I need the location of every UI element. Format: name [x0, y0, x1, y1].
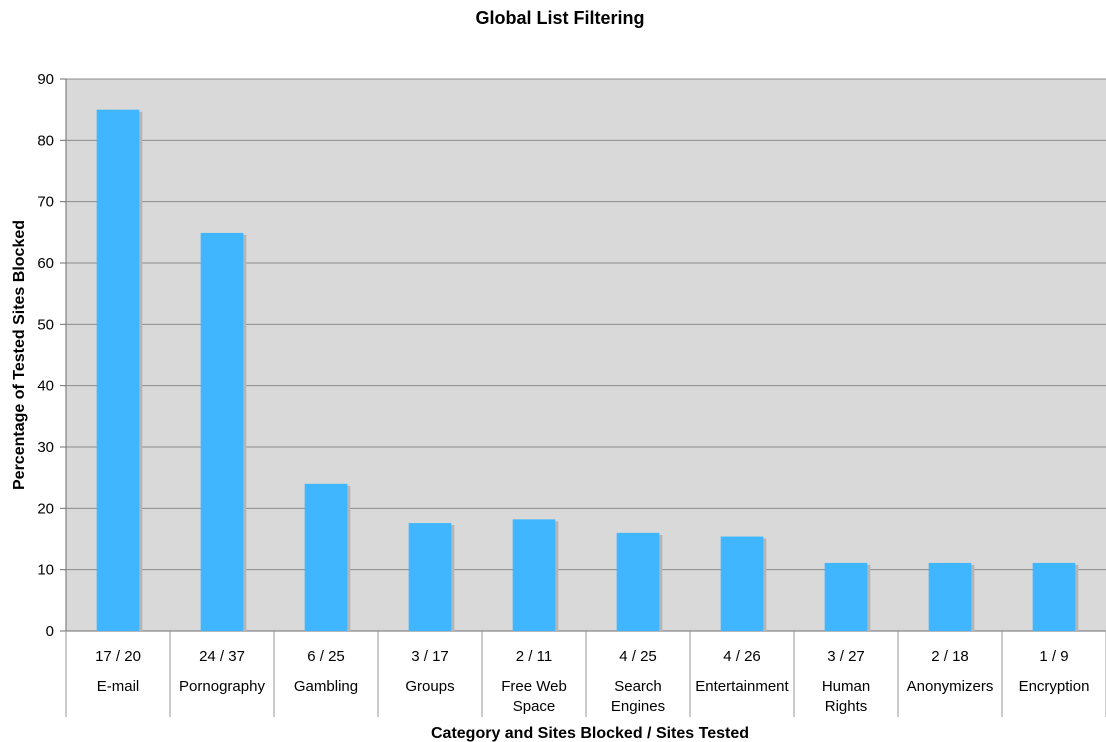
x-axis-labels: 17 / 20 E-mail 24 / 37 Pornography 6 / 25 Gam…: [65, 631, 1106, 717]
category-name-label: Groups: [405, 678, 454, 695]
bar: [304, 483, 348, 631]
category-name-label: Space: [513, 698, 556, 715]
category-ratio-label: 17 / 20: [95, 648, 141, 665]
category-name-label: Engines: [611, 698, 665, 715]
category-ratio-label: 2 / 18: [931, 648, 969, 665]
y-tick-label: 90: [37, 71, 54, 88]
chart-title: Global List Filtering: [475, 8, 644, 28]
y-tick-label: 70: [37, 194, 54, 211]
y-tick-label: 50: [37, 316, 54, 333]
category-name-label: Gambling: [294, 678, 358, 695]
y-axis-title: Percentage of Tested Sites Blocked: [11, 220, 28, 490]
y-tick-label: 80: [37, 132, 54, 149]
category-ratio-label: 3 / 17: [411, 648, 449, 665]
y-axis-ticks: 0 10 20 30 40 50 60 70 80 90: [37, 71, 66, 640]
category-name-label: Encryption: [1019, 678, 1090, 695]
category-name-label: Free Web: [501, 678, 567, 695]
category-ratio-label: 3 / 27: [827, 648, 865, 665]
category-ratio-label: 4 / 26: [723, 648, 761, 665]
category-ratio-label: 24 / 37: [199, 648, 245, 665]
bar: [1032, 562, 1076, 631]
category-ratio-label: 4 / 25: [619, 648, 657, 665]
x-axis-title: Category and Sites Blocked / Sites Teste…: [431, 725, 749, 742]
y-tick-label: 0: [46, 623, 54, 640]
bar: [512, 519, 556, 631]
category-ratio-label: 1 / 9: [1039, 648, 1068, 665]
bar: [616, 532, 660, 631]
bar: [824, 562, 868, 631]
y-tick-label: 30: [37, 439, 54, 456]
category-name-label: Pornography: [179, 678, 265, 695]
y-tick-label: 40: [37, 378, 54, 395]
bars: [96, 109, 1079, 632]
bar: [720, 536, 764, 631]
category-name-label: E-mail: [97, 678, 140, 695]
y-tick-label: 10: [37, 562, 54, 579]
y-tick-label: 20: [37, 500, 54, 517]
category-name-label: Search: [614, 678, 662, 695]
bar: [96, 109, 140, 631]
category-name-label: Human: [822, 678, 870, 695]
category-name-label: Anonymizers: [907, 678, 994, 695]
bar: [408, 523, 452, 631]
bar: [928, 562, 972, 631]
category-name-label: Rights: [825, 698, 868, 715]
y-tick-label: 60: [37, 255, 54, 272]
bar: [200, 232, 244, 632]
category-name-label: Entertainment: [695, 678, 789, 695]
category-ratio-label: 2 / 11: [516, 648, 552, 665]
category-ratio-label: 6 / 25: [307, 648, 345, 665]
